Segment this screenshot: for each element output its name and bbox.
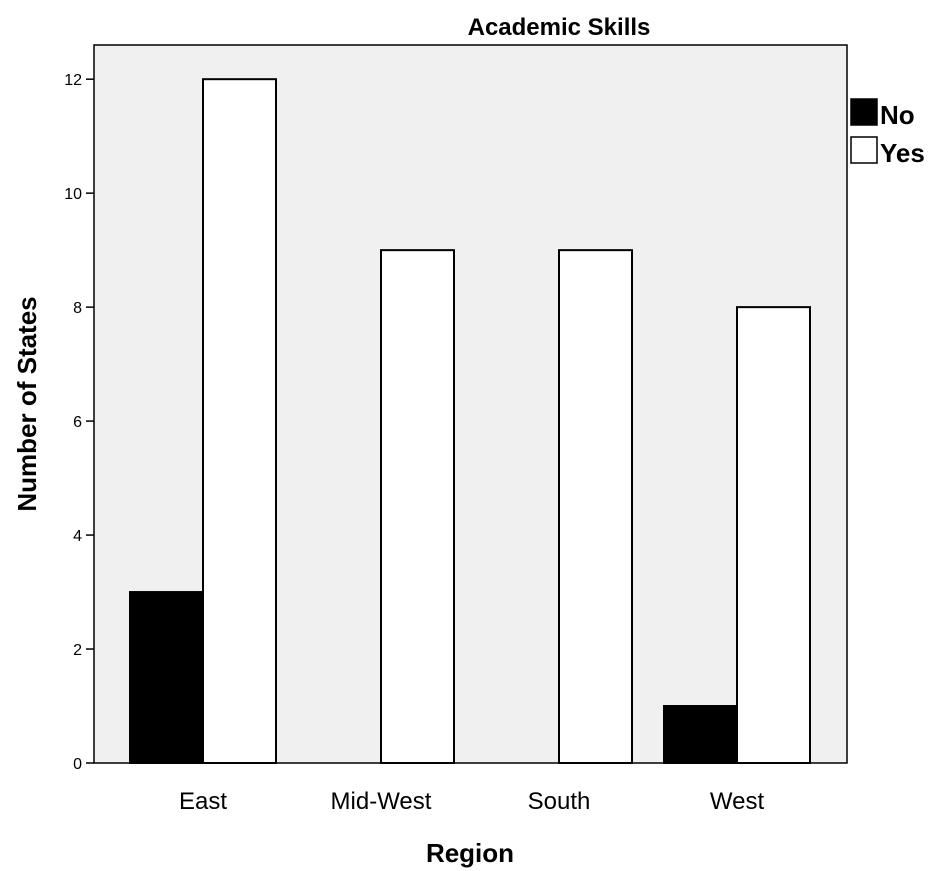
x-category-label: South — [528, 788, 591, 815]
bar-yes-south — [558, 249, 633, 764]
bar-yes-east — [202, 78, 277, 764]
x-category-label: Mid-West — [331, 788, 432, 815]
legend-swatch-no — [850, 98, 878, 126]
y-tick-label: 8 — [73, 300, 82, 317]
y-tick-label: 6 — [73, 414, 82, 431]
y-tick-label: 10 — [64, 186, 82, 203]
bar-yes-west — [736, 306, 811, 764]
bar-no-east — [129, 591, 204, 764]
y-axis-title: Number of States — [12, 296, 42, 511]
x-axis-title: Region — [426, 838, 514, 868]
y-tick-label: 12 — [64, 72, 82, 89]
legend-label-no: No — [880, 100, 915, 130]
x-category-label: East — [179, 788, 227, 815]
y-tick-label: 4 — [73, 528, 82, 545]
bar-no-west — [663, 705, 738, 764]
bar-yes-mid-west — [380, 249, 455, 764]
x-category-label: West — [710, 788, 765, 815]
legend: No Yes — [850, 98, 925, 168]
y-tick-label: 0 — [73, 756, 82, 773]
legend-swatch-yes — [850, 136, 878, 164]
legend-label-yes: Yes — [880, 138, 925, 168]
bars-group — [129, 78, 811, 764]
y-axis-ticks: 0 2 4 6 8 10 12 — [64, 72, 94, 773]
y-tick-label: 2 — [73, 642, 82, 659]
x-axis-labels: East Mid-West South West — [179, 788, 764, 815]
chart-title: Academic Skills — [468, 14, 651, 41]
